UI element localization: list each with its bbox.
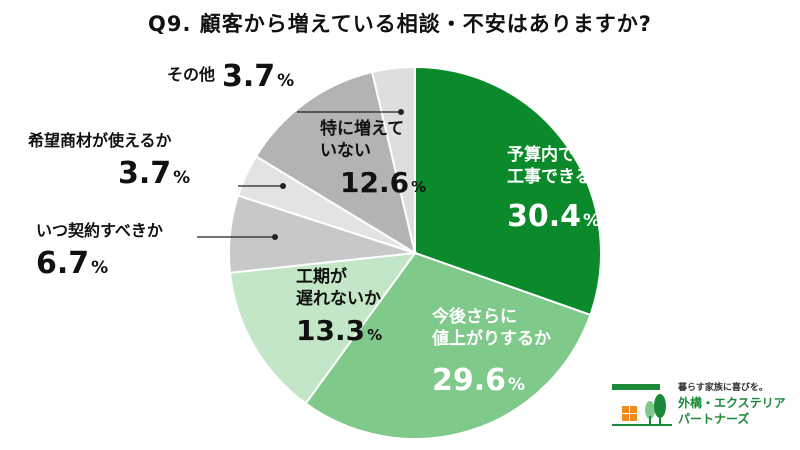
leader-dot: [272, 234, 278, 240]
slice-value-label: 13.3%: [296, 314, 382, 347]
slice-category-label: 特に増えて: [320, 118, 404, 139]
logo-name-line2: パートナーズ: [678, 412, 750, 426]
pie-slice: [414, 65, 602, 317]
slice-category-label: いつ契約すべきか: [36, 221, 163, 240]
brand-logo: 暮らす家族に喜びを。 外構・エクステリア パートナーズ: [612, 378, 792, 438]
slice-category-label: 予算内で: [507, 144, 575, 165]
leader-dot: [398, 109, 404, 115]
pie-slice: [304, 251, 592, 440]
slice-value-label: 6.7%: [36, 246, 108, 281]
slice-value-label: 30.4%: [507, 199, 600, 234]
chart-title: Q9. 顧客から増えている相談・不安はありますか?: [148, 12, 652, 36]
slice-category-label: いない: [320, 141, 371, 161]
pie-slice: [254, 70, 417, 256]
slice-category-label: 工期が: [296, 266, 347, 287]
pie-slice: [228, 251, 418, 405]
pie-slice: [370, 65, 416, 254]
logo-name-line1: 外構・エクステリア: [678, 396, 786, 410]
slice-category-label: 遅れないか: [296, 289, 381, 309]
slice-value-label: 12.6%: [340, 166, 426, 199]
slice-value-label: 3.7%: [222, 59, 294, 94]
leader-dot: [280, 183, 286, 189]
slice-category-label: 今後さらに: [432, 306, 517, 327]
slice-value-label: 3.7%: [118, 156, 190, 191]
slice-category-label: 工事できるか: [507, 167, 609, 187]
slice-category-label: 値上がりするか: [431, 328, 551, 349]
house-tree-icon: [612, 384, 672, 426]
slice-category-label: 希望商材が使えるか: [28, 131, 172, 150]
logo-tagline: 暮らす家族に喜びを。: [678, 383, 768, 393]
slice-category-label: その他: [167, 65, 215, 84]
slice-value-label: 29.6%: [432, 363, 525, 398]
